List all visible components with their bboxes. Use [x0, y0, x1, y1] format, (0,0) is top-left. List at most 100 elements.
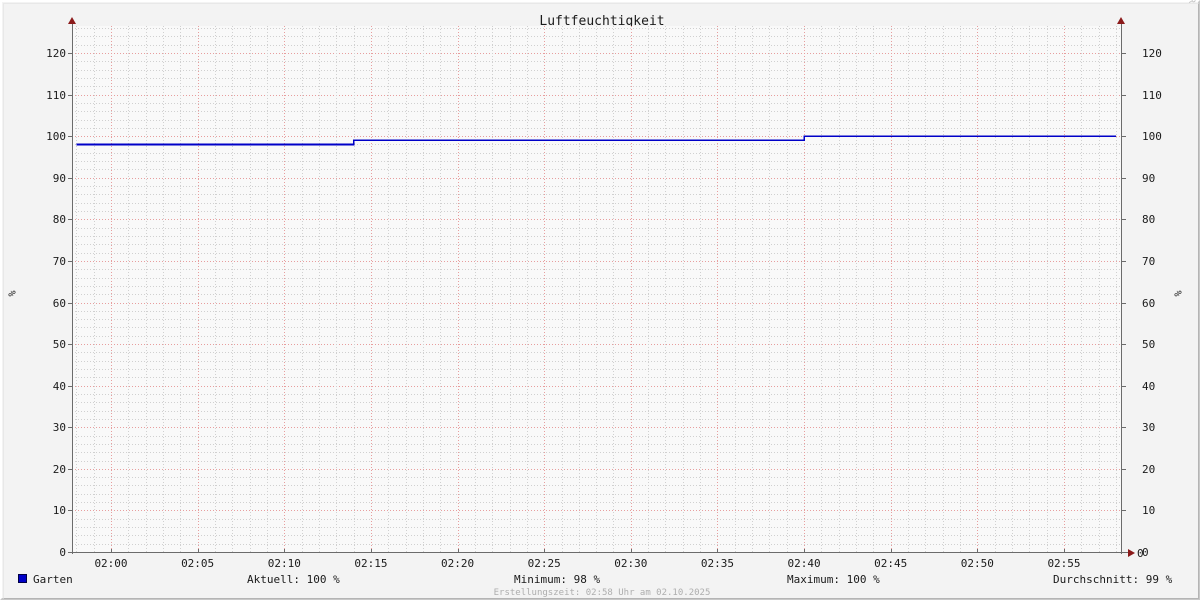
page-title: Luftfeuchtigkeit — [539, 14, 665, 29]
x-axis-tick — [371, 549, 372, 553]
legend-maximum-value: Maximum: 100 % — [787, 573, 880, 586]
y-axis-right — [1121, 22, 1122, 554]
gridline-minor-vertical — [250, 26, 251, 552]
gridline-minor-vertical — [94, 26, 95, 552]
x-axis-tick-label: 02:05 — [181, 557, 215, 570]
gridline-minor-vertical — [735, 26, 736, 552]
series-garten-line — [76, 135, 1116, 146]
y-axis-tick-label-right: 70 — [1142, 254, 1156, 268]
gridline-minor-vertical — [302, 26, 303, 552]
gridline-minor-vertical — [648, 26, 649, 552]
x-axis-tick — [977, 549, 978, 553]
gridline-minor-vertical — [752, 26, 753, 552]
y-axis-right-arrow-icon — [1117, 17, 1125, 24]
legend-minimum-value: Minimum: 98 % — [514, 573, 601, 586]
y-axis-tick-right — [1122, 178, 1126, 179]
y-axis-tick — [68, 303, 72, 304]
gridline-minor-vertical — [562, 26, 563, 552]
y-axis-tick-label: 50 — [52, 338, 66, 352]
rrdtool-watermark: RRDTOOL / TOBI OETIKER — [1186, 0, 1196, 4]
x-axis-tick-label: 02:10 — [267, 557, 301, 570]
gridline-minor-vertical — [180, 26, 181, 552]
y-axis-tick-right — [1122, 303, 1126, 304]
gridline-minor-vertical — [388, 26, 389, 552]
y-axis-tick-label: 30 — [52, 421, 66, 435]
gridline-minor-vertical — [908, 26, 909, 552]
gridline-minor-vertical — [700, 26, 701, 552]
y-axis-tick-label: 80 — [52, 213, 66, 227]
y-axis-tick-right — [1122, 219, 1126, 220]
gridline-minor-vertical — [492, 26, 493, 552]
legend-average-value: Durchschnitt: 99 % — [1053, 573, 1173, 586]
gridline-minor-vertical — [128, 26, 129, 552]
gridline-minor-vertical — [960, 26, 961, 552]
gridline-major-vertical — [977, 26, 978, 552]
y-axis-tick-right — [1122, 53, 1126, 54]
gridline-major-vertical — [804, 26, 805, 552]
gridline-minor-vertical — [1029, 26, 1030, 552]
gridline-minor-vertical — [821, 26, 822, 552]
gridline-minor-vertical — [163, 26, 164, 552]
gridline-minor-vertical — [579, 26, 580, 552]
y-axis-arrow-icon — [68, 17, 76, 24]
y-axis-tick — [68, 427, 72, 428]
legend-color-swatch — [18, 574, 27, 583]
x-axis-tick-label: 02:45 — [874, 557, 908, 570]
x-axis-tick — [198, 549, 199, 553]
y-axis-tick — [68, 510, 72, 511]
x-axis-tick-label: 02:20 — [440, 557, 475, 570]
x-axis-tick-label: 02:25 — [527, 557, 561, 570]
legend: Garten Aktuell: 100 % Minimum: 98 % Maxi… — [4, 570, 1200, 588]
gridline-minor-vertical — [856, 26, 857, 552]
gridline-minor-vertical — [440, 26, 441, 552]
y-axis-tick-right — [1122, 427, 1126, 428]
gridline-minor-vertical — [1116, 26, 1117, 552]
gridline-minor-vertical — [995, 26, 996, 552]
x-axis-tick-label: 02:00 — [94, 557, 128, 570]
y-axis-tick-label-right: 110 — [1142, 88, 1162, 102]
gridline-major-vertical — [544, 26, 545, 552]
gridline-minor-vertical — [146, 26, 147, 552]
y-axis-tick — [68, 95, 72, 96]
y-axis-tick-label-right: 50 — [1142, 338, 1156, 352]
y-axis-tick-label: 60 — [52, 296, 66, 310]
gridline-major-vertical — [717, 26, 718, 552]
y-axis-unit-right: % — [1173, 290, 1185, 297]
y-axis-tick-right — [1122, 344, 1126, 345]
gridline-major-vertical — [891, 26, 892, 552]
gridline-minor-vertical — [527, 26, 528, 552]
y-axis-tick-label: 90 — [52, 171, 66, 185]
gridline-minor-vertical — [1012, 26, 1013, 552]
gridline-minor-vertical — [683, 26, 684, 552]
y-axis-tick-label: 110 — [46, 88, 66, 102]
y-axis-tick — [68, 219, 72, 220]
gridline-minor-vertical — [354, 26, 355, 552]
x-axis — [68, 552, 1133, 553]
y-axis-tick-right — [1122, 552, 1126, 553]
y-axis-tick — [68, 178, 72, 179]
y-axis-tick-label-right: 90 — [1142, 171, 1156, 185]
y-axis-tick-right — [1122, 510, 1126, 511]
gridline-minor-vertical — [406, 26, 407, 552]
gridline-major-vertical — [198, 26, 199, 552]
y-axis-left — [72, 22, 73, 554]
gridline-minor-vertical — [232, 26, 233, 552]
y-axis-tick — [68, 552, 72, 553]
y-axis-tick-label-right: 40 — [1142, 379, 1156, 393]
x-axis-tick — [284, 549, 285, 553]
y-axis-tick-label: 100 — [46, 130, 66, 144]
gridline-minor-vertical — [475, 26, 476, 552]
x-axis-arrow-icon — [1128, 549, 1135, 557]
y-axis-tick-label: 70 — [52, 254, 66, 268]
y-axis-tick-label: 120 — [46, 47, 66, 60]
gridline-minor-vertical — [839, 26, 840, 552]
gridline-minor-vertical — [925, 26, 926, 552]
y-axis-tick-label-right: 20 — [1142, 462, 1156, 476]
x-axis-tick-label: 02:30 — [614, 557, 648, 570]
gridline-minor-vertical — [1099, 26, 1100, 552]
y-axis-tick-label-right: 60 — [1142, 296, 1156, 310]
legend-series-name: Garten — [33, 573, 73, 586]
gridline-minor-vertical — [665, 26, 666, 552]
gridline-minor-vertical — [769, 26, 770, 552]
y-axis-tick-label: 10 — [52, 504, 66, 518]
